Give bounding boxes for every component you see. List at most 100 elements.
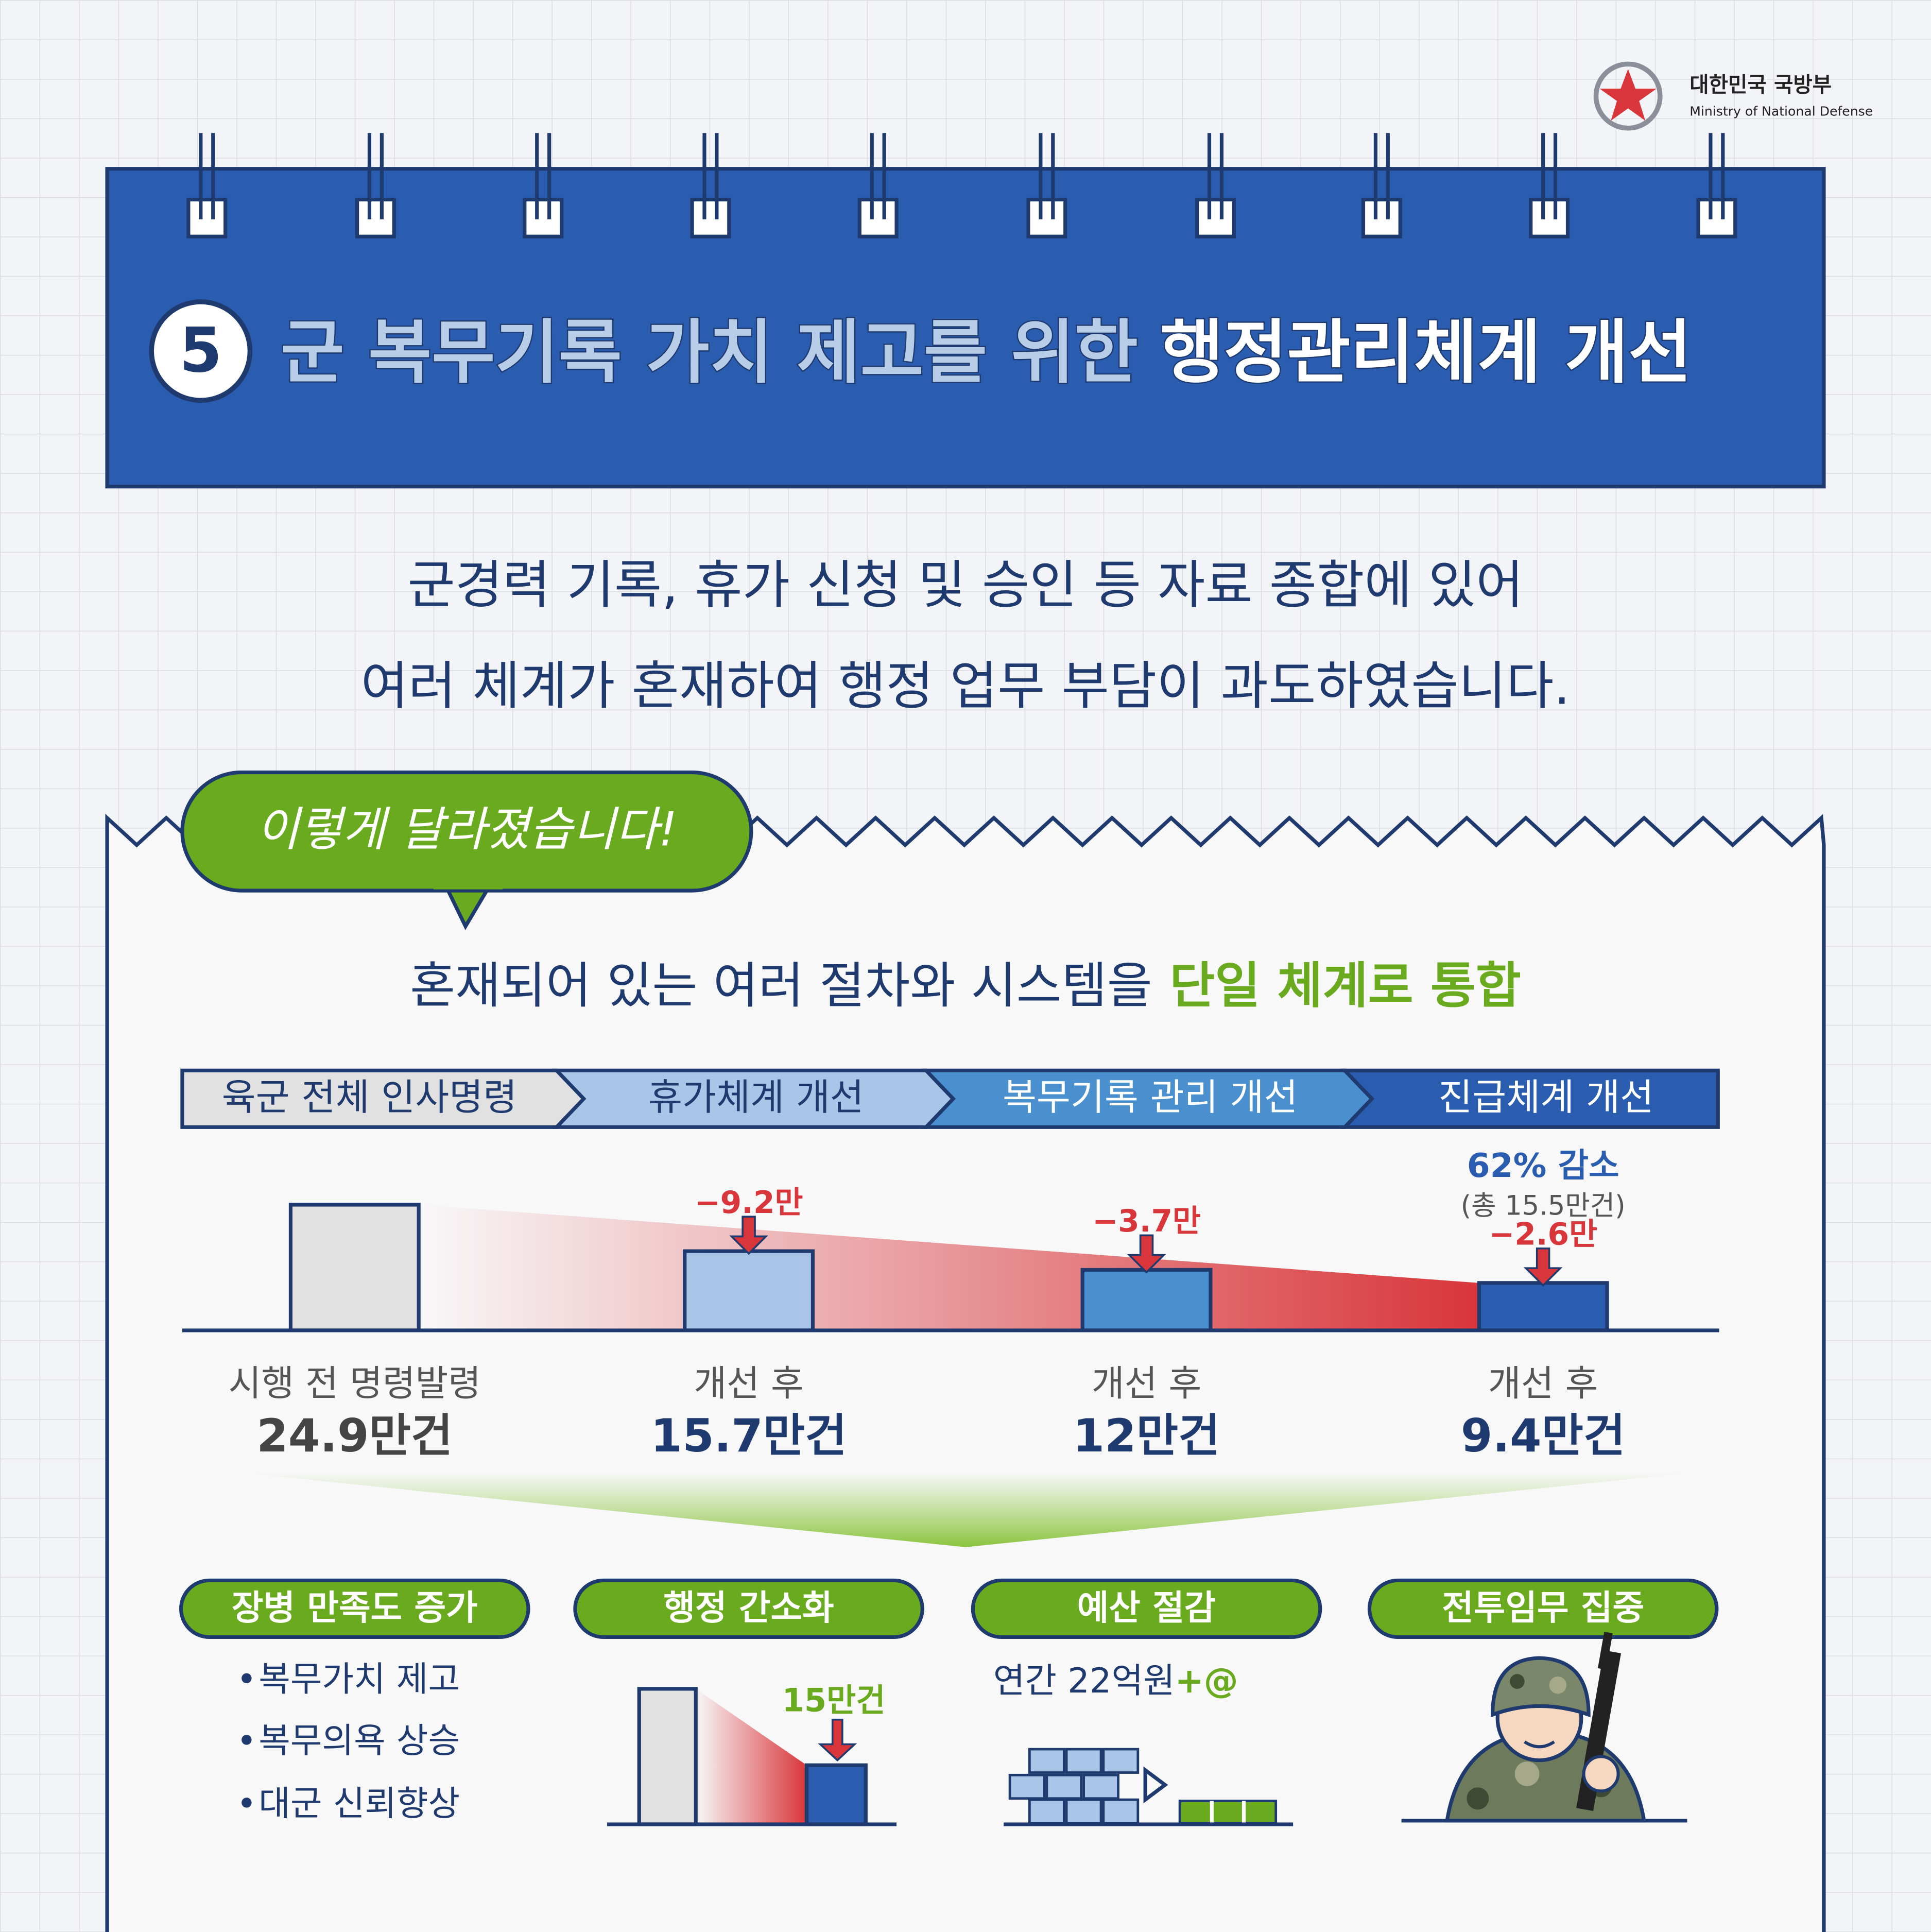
change-label: −2.6만 (1489, 1217, 1597, 1253)
bar (1477, 1281, 1609, 1332)
ring-hole (1696, 197, 1737, 238)
budget-text: 연간 22억원+@ (993, 1660, 1238, 1700)
intro-line: 여러 체계가 혼재하여 행정 업무 부담이 과도하였습니다. (361, 656, 1571, 716)
badge: 이렇게 달라졌습니다! (180, 770, 753, 931)
brick (1028, 1748, 1065, 1774)
summary-note: (총 15.5만건) (1461, 1190, 1626, 1221)
ring-hole (1026, 197, 1067, 238)
decoration (1467, 1787, 1489, 1810)
step-arrow (1340, 1068, 1720, 1129)
effects: 장병 만족도 증가 행정 간소화 예산 절감 전투임무 집중 (179, 1578, 1719, 1639)
category-label: 개선 후 (694, 1363, 803, 1405)
decoration (696, 1688, 807, 1824)
effect-item: 복무가치 제고 (258, 1659, 460, 1699)
brick (1008, 1773, 1046, 1800)
summary-title: 62% 감소 (1467, 1147, 1619, 1185)
ring-hole (186, 197, 228, 238)
brick (1082, 1773, 1119, 1800)
effect-pill (179, 1578, 530, 1639)
decoration (1143, 1766, 1168, 1804)
decoration (433, 877, 503, 890)
effect-title: 전투임무 집중 (1442, 1587, 1644, 1628)
ring-hole (523, 197, 564, 238)
intro-line: 군경력 기록, 휴가 신청 및 승인 등 자료 종합에 있어 (407, 555, 1523, 615)
header-title: 군 복무기록 가치 제고를 위한 행정관리체계 개선 (281, 312, 1692, 392)
step-label: 진급체계 개선 (1438, 1075, 1654, 1119)
effect-item: 복무의욕 상승 (258, 1721, 460, 1761)
brick (1028, 1798, 1065, 1824)
decoration (1514, 1761, 1540, 1786)
value-label: 24.9만건 (256, 1409, 453, 1462)
category-label: 개선 후 (1092, 1363, 1201, 1405)
decoration (180, 770, 753, 893)
decoration (1510, 1674, 1525, 1689)
bullet: • (236, 1721, 257, 1761)
title-light: 군 복무기록 가치 제고를 위한 (281, 312, 1138, 392)
ring-hole (355, 197, 396, 238)
header-number: 5 (179, 315, 222, 387)
headline-normal: 혼재되어 있는 여러 절차와 시스템을 (410, 957, 1152, 1015)
decoration (1178, 1800, 1278, 1824)
step-label: 휴가체계 개선 (648, 1075, 864, 1119)
value-label: 15.7만건 (651, 1409, 847, 1462)
soldier-illustration (1401, 1632, 1687, 1823)
value-label: 12만건 (1073, 1409, 1220, 1462)
change-label: −3.7만 (1092, 1204, 1201, 1239)
brick (1045, 1773, 1083, 1800)
category-label: 개선 후 (1488, 1363, 1598, 1405)
decoration (1524, 1740, 1555, 1749)
change-arrow (729, 1216, 768, 1255)
budget-plus: +@ (1175, 1660, 1238, 1700)
ring-hole (1195, 197, 1236, 238)
ring-hole (1529, 197, 1570, 238)
admin-label: 15만건 (782, 1681, 886, 1719)
change-label: −9.2만 (695, 1185, 803, 1221)
ring-hole (690, 197, 731, 238)
category-label: 시행 전 명령발령 (228, 1363, 481, 1405)
decoration (1582, 1755, 1620, 1793)
bar (288, 1203, 421, 1332)
effect-pill (1367, 1578, 1719, 1639)
brick (1065, 1748, 1102, 1774)
effect-title: 행정 간소화 (663, 1587, 834, 1628)
effect-items: • 복무가치 제고 • 복무의욕 상승 • 대군 신뢰향상 (236, 1659, 460, 1824)
number-circle (149, 299, 253, 403)
decoration (804, 1763, 868, 1826)
decoration (1491, 1656, 1591, 1718)
logo: 대한민국 국방부 Ministry of National Defense (1593, 61, 1873, 131)
effect-title: 장병 만족도 증가 (232, 1587, 478, 1628)
bullet: • (236, 1784, 257, 1824)
bullet: • (236, 1659, 257, 1699)
decoration (1597, 1632, 1613, 1670)
bar (683, 1249, 815, 1332)
logo-name: 대한민국 국방부 (1689, 72, 1832, 97)
brick (1102, 1798, 1140, 1824)
green-funnel (234, 1472, 1700, 1547)
steps: 육군 전체 인사명령 휴가체계 개선 복무기록 관리 개선 진급체계 개선 (180, 1068, 1720, 1129)
decoration (1008, 1748, 1140, 1824)
admin-illustration: 15만건 (607, 1681, 897, 1826)
brick (1102, 1748, 1140, 1774)
change-arrow (1127, 1234, 1166, 1274)
decoration (818, 1718, 857, 1762)
budget-amount: 연간 22억원 (993, 1660, 1175, 1700)
effect-pill (573, 1578, 924, 1639)
step-label: 복무기록 관리 개선 (1003, 1075, 1298, 1119)
decoration (1593, 61, 1663, 131)
budget-illustration: 연간 22억원+@ (993, 1660, 1294, 1826)
ring-hole (857, 197, 899, 238)
effect-item: 대군 신뢰향상 (258, 1784, 460, 1824)
logo-english: Ministry of National Defense (1689, 104, 1873, 119)
step-label: 육군 전체 인사명령 (222, 1075, 518, 1119)
title-bold: 행정관리체계 개선 (1160, 312, 1692, 392)
change-arrow (1523, 1247, 1563, 1287)
headline-highlight: 단일 체계로 통합 (1169, 957, 1521, 1015)
bar (1080, 1268, 1213, 1332)
effect-title: 예산 절감 (1077, 1587, 1216, 1628)
effect-pill (971, 1578, 1322, 1639)
binder-rings (186, 133, 1737, 238)
